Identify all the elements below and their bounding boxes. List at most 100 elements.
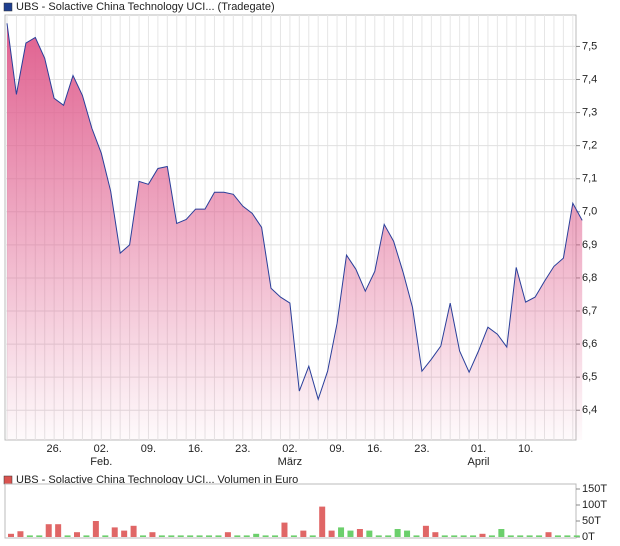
volume-bar xyxy=(130,525,137,537)
y-tick-label: 150T xyxy=(582,483,607,495)
volume-bar xyxy=(375,535,382,537)
volume-bar xyxy=(262,535,269,537)
volume-bar xyxy=(526,535,533,537)
volume-bar xyxy=(319,506,326,537)
x-tick-label: 16. xyxy=(367,443,382,455)
x-tick-label: 02. xyxy=(282,443,297,455)
volume-bar xyxy=(36,535,43,537)
y-tick-label: 50T xyxy=(582,515,601,527)
y-tick-label: 6,5 xyxy=(582,371,597,383)
volume-bar xyxy=(224,532,231,537)
volume-bar xyxy=(460,535,467,537)
y-tick-label: 7,0 xyxy=(582,206,597,218)
x-tick-label: 09. xyxy=(141,443,156,455)
y-tick-label: 7,3 xyxy=(582,106,597,118)
legend-swatch xyxy=(3,2,13,12)
volume-bar xyxy=(488,535,495,537)
volume-bar xyxy=(92,521,99,537)
volume-bar xyxy=(111,527,118,537)
x-tick-label: 02. xyxy=(94,443,109,455)
volume-bar xyxy=(300,530,307,537)
volume-bar xyxy=(290,535,297,537)
volume-bar xyxy=(55,524,62,537)
legend-swatch xyxy=(3,475,13,485)
volume-bar xyxy=(404,530,411,537)
volume-bar xyxy=(328,530,335,537)
volume-bar xyxy=(536,535,543,537)
volume-bar xyxy=(83,535,90,537)
volume-bar xyxy=(564,535,571,537)
volume-bar xyxy=(102,535,109,537)
volume-bar xyxy=(545,532,552,537)
volume-bar xyxy=(253,533,260,537)
volume-bar xyxy=(281,522,288,537)
y-tick-label: 6,4 xyxy=(582,404,597,416)
volume-bar xyxy=(338,527,345,537)
volume-bar xyxy=(234,535,241,537)
x-tick-label: 23. xyxy=(235,443,250,455)
volume-bar xyxy=(8,533,14,537)
volume-bar xyxy=(121,530,128,537)
volume-bar xyxy=(479,533,486,537)
x-tick-label: 23. xyxy=(414,443,429,455)
volume-bar xyxy=(168,535,175,537)
volume-bar xyxy=(554,535,561,537)
y-tick-label: 6,7 xyxy=(582,305,597,317)
volume-bar xyxy=(140,535,147,537)
volume-bar xyxy=(413,535,420,537)
volume-bar xyxy=(441,535,448,537)
line xyxy=(6,23,583,401)
volume-bar xyxy=(74,532,81,537)
volume-bar xyxy=(394,529,401,537)
volume-bar xyxy=(64,535,71,537)
volume-bar xyxy=(149,532,156,537)
x-tick-label: 09. xyxy=(329,443,344,455)
x-tick-label: 10. xyxy=(518,443,533,455)
volume-bar xyxy=(45,524,52,537)
legend-label: UBS - Solactive China Technology UCI... … xyxy=(16,1,275,13)
y-tick-label: 7,2 xyxy=(582,140,597,152)
volume-bar xyxy=(26,535,33,537)
x-tick-label: 01. xyxy=(471,443,486,455)
volume-bar xyxy=(158,535,165,537)
volume-bar xyxy=(517,535,524,537)
volume-bar xyxy=(187,535,194,537)
volume-bar xyxy=(432,532,439,537)
x-month-label: April xyxy=(467,456,489,468)
volume-bar xyxy=(177,535,184,537)
volume-bar xyxy=(215,535,222,537)
x-month-label: Feb. xyxy=(90,456,112,468)
volume-bar xyxy=(451,535,458,537)
volume-bar xyxy=(243,535,250,537)
y-tick-label: 6,6 xyxy=(582,338,597,350)
volume-bar xyxy=(498,529,505,537)
volume-bar xyxy=(17,531,24,537)
volume-bar xyxy=(272,535,279,537)
volume-bar xyxy=(309,535,316,537)
y-tick-label: 7,4 xyxy=(582,73,597,85)
x-tick-label: 16. xyxy=(188,443,203,455)
y-tick-label: 6,9 xyxy=(582,239,597,251)
volume-bar xyxy=(507,535,514,537)
legend-label: UBS - Solactive China Technology UCI... … xyxy=(16,474,298,486)
y-tick-label: 100T xyxy=(582,499,607,511)
volume-bar xyxy=(206,535,213,537)
volume-bar xyxy=(196,535,203,537)
volume-bar xyxy=(422,525,429,537)
volume-bar xyxy=(385,535,392,537)
x-tick-label: 26. xyxy=(47,443,62,455)
volume-bar xyxy=(356,529,363,537)
y-tick-label: 0T xyxy=(582,531,595,543)
y-tick-label: 7,5 xyxy=(582,40,597,52)
volume-bar xyxy=(470,535,477,537)
plot-frame xyxy=(4,483,577,539)
y-tick-label: 7,1 xyxy=(582,173,597,185)
volume-bar xyxy=(347,530,354,537)
y-tick-label: 6,8 xyxy=(582,272,597,284)
volume-bar xyxy=(573,535,580,537)
x-month-label: März xyxy=(278,456,302,468)
volume-bar xyxy=(366,530,373,537)
area xyxy=(7,23,583,441)
